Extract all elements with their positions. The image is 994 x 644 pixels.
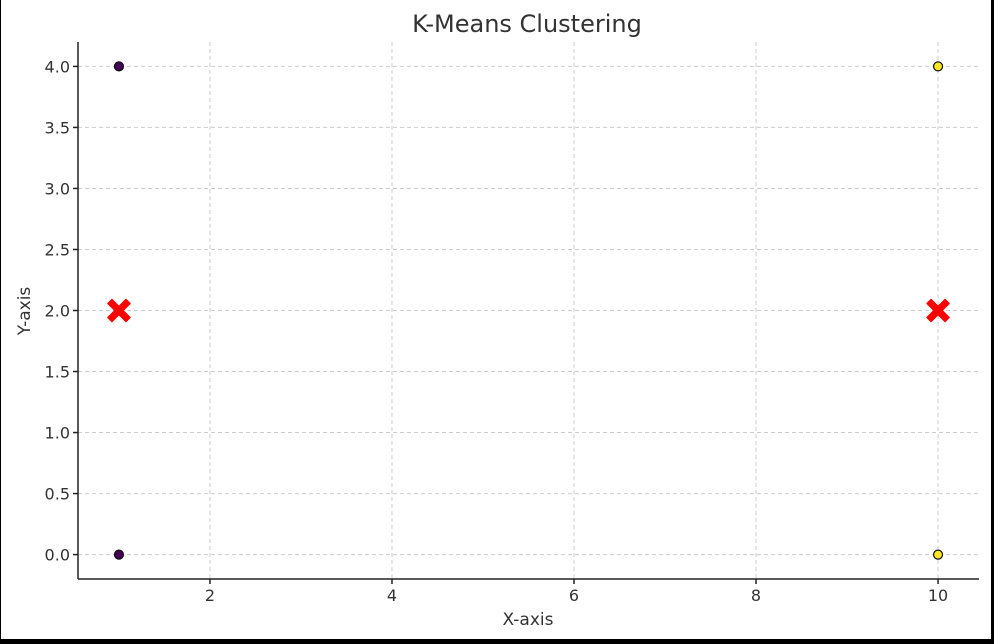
data-point bbox=[113, 549, 125, 560]
data-point bbox=[113, 61, 125, 72]
x-tick-label: 6 bbox=[569, 586, 579, 605]
data-point bbox=[932, 61, 944, 72]
y-tick-label: 3.5 bbox=[45, 118, 70, 137]
chart-title: K-Means Clustering bbox=[412, 10, 642, 38]
y-tick-label: 1.5 bbox=[45, 363, 70, 382]
x-tick-label: 2 bbox=[205, 586, 215, 605]
centroid-marker bbox=[107, 298, 131, 323]
y-tick-label: 3.0 bbox=[45, 179, 70, 198]
data-point bbox=[932, 549, 944, 560]
y-axis-ticks: 0.0 0.5 1.0 1.5 2.0 2.5 3.0 3.5 4.0 bbox=[45, 57, 78, 565]
y-tick-label: 1.0 bbox=[45, 424, 70, 443]
x-tick-label: 10 bbox=[928, 586, 948, 605]
data-points bbox=[107, 61, 950, 560]
y-tick-label: 0.5 bbox=[45, 485, 70, 504]
grid-lines bbox=[78, 42, 979, 579]
x-axis-label: X-axis bbox=[503, 610, 554, 630]
x-tick-label: 4 bbox=[387, 586, 397, 605]
y-tick-label: 4.0 bbox=[45, 57, 70, 76]
x-axis-ticks: 2 4 6 8 10 bbox=[205, 579, 948, 605]
y-tick-label: 0.0 bbox=[45, 546, 70, 565]
x-tick-label: 8 bbox=[751, 586, 761, 605]
y-tick-label: 2.0 bbox=[45, 302, 70, 321]
y-tick-label: 2.5 bbox=[45, 240, 70, 259]
centroid-marker bbox=[926, 298, 950, 323]
y-axis-label: Y-axis bbox=[15, 287, 35, 337]
